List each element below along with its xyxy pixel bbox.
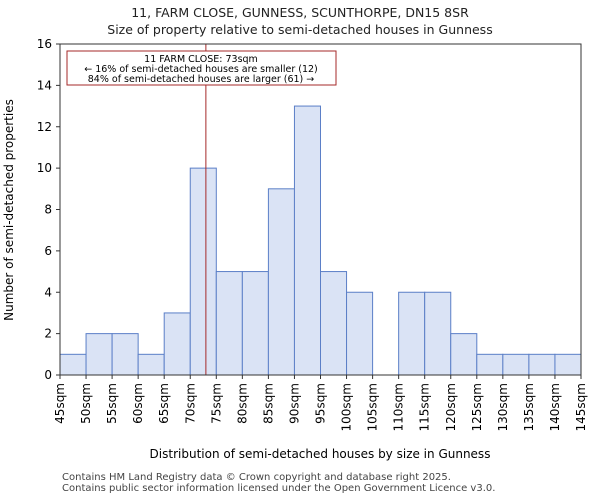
y-tick-label: 4 xyxy=(44,285,52,299)
y-tick-label: 2 xyxy=(44,327,52,341)
x-tick-label: 60sqm xyxy=(131,383,145,424)
x-tick-label: 45sqm xyxy=(53,383,67,424)
x-tick-label: 55sqm xyxy=(105,383,119,424)
x-tick-label: 125sqm xyxy=(470,383,484,431)
histogram-bar xyxy=(111,333,139,376)
histogram-bar xyxy=(476,353,504,376)
annotation-line-1: 11 FARM CLOSE: 73sqm xyxy=(144,54,258,65)
x-tick-label: 50sqm xyxy=(79,383,93,424)
annotation-line-2: ← 16% of semi-detached houses are smalle… xyxy=(84,64,318,75)
histogram-bar xyxy=(320,271,348,376)
y-tick-label: 8 xyxy=(44,203,52,217)
x-tick-label: 110sqm xyxy=(392,383,406,431)
x-axis-label: Distribution of semi-detached houses by … xyxy=(150,447,491,461)
x-tick-label: 105sqm xyxy=(366,383,380,431)
histogram-bar xyxy=(502,353,530,376)
histogram-bar xyxy=(528,353,556,376)
histogram-bar xyxy=(293,105,322,376)
x-tick-label: 100sqm xyxy=(340,383,354,431)
histogram-bar xyxy=(215,271,243,376)
x-tick-label: 90sqm xyxy=(287,383,301,424)
x-tick-label: 75sqm xyxy=(209,383,223,424)
histogram-bar xyxy=(554,353,582,376)
x-tick-label: 145sqm xyxy=(574,383,588,431)
x-tick-label: 80sqm xyxy=(235,383,249,424)
histogram-bar xyxy=(267,188,295,376)
y-tick-label: 10 xyxy=(37,161,52,175)
histogram-bar xyxy=(137,353,165,376)
chart-subtitle: Size of property relative to semi-detach… xyxy=(107,22,493,37)
y-tick-label: 12 xyxy=(37,120,52,134)
footer-copyright: Contains HM Land Registry data © Crown c… xyxy=(62,472,451,483)
x-tick-label: 115sqm xyxy=(418,383,432,431)
x-tick-label: 135sqm xyxy=(522,383,536,431)
y-tick-label: 6 xyxy=(44,244,52,258)
y-tick-label: 0 xyxy=(44,368,52,382)
x-tick-label: 65sqm xyxy=(157,383,171,424)
histogram-bar xyxy=(59,353,87,376)
histogram-bar xyxy=(450,333,478,376)
x-tick-label: 85sqm xyxy=(261,383,275,424)
x-tick-label: 120sqm xyxy=(444,383,458,431)
histogram-bar xyxy=(189,167,217,376)
x-tick-label: 130sqm xyxy=(496,383,510,431)
x-tick-label: 70sqm xyxy=(183,383,197,424)
x-tick-label: 140sqm xyxy=(548,383,562,431)
histogram-bar xyxy=(85,333,113,376)
footer-licence: Contains public sector information licen… xyxy=(62,483,496,494)
property-annotation: 11 FARM CLOSE: 73sqm ← 16% of semi-detac… xyxy=(66,50,337,86)
chart-title: 11, FARM CLOSE, GUNNESS, SCUNTHORPE, DN1… xyxy=(131,5,469,20)
histogram-bar xyxy=(424,291,452,376)
annotation-line-3: 84% of semi-detached houses are larger (… xyxy=(88,74,315,85)
histogram-bar xyxy=(163,312,191,376)
y-axis-label: Number of semi-detached properties xyxy=(2,99,16,321)
x-tick-label: 95sqm xyxy=(314,383,328,424)
y-tick-label: 14 xyxy=(37,78,52,92)
histogram-bar xyxy=(241,271,269,376)
y-tick-label: 16 xyxy=(37,37,52,51)
histogram-bar xyxy=(398,291,426,376)
histogram-bar xyxy=(346,291,374,376)
